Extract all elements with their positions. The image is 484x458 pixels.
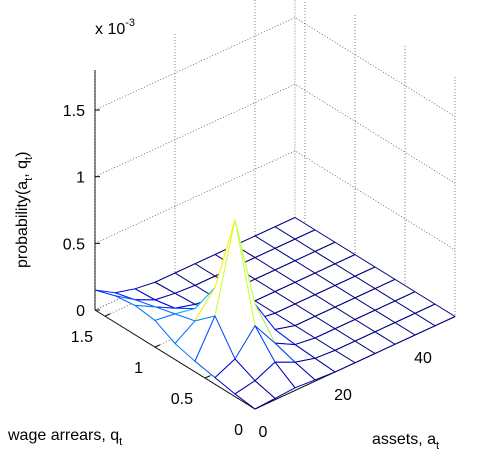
mesh-cell [234, 380, 276, 410]
y-tick [104, 313, 111, 317]
z-scale: x 10-3 [95, 17, 135, 38]
y-label-part: wage arrears, q [7, 427, 119, 444]
grid-line [94, 70, 256, 410]
x-tick-label: 0 [259, 424, 268, 441]
y-tick-label: 0.5 [171, 391, 193, 408]
x-label-sub: t [436, 440, 439, 452]
y-tick-label: 0 [234, 422, 243, 439]
x-label-part: assets, a [372, 431, 436, 448]
y-tick [204, 375, 211, 379]
x-tick-label: 20 [334, 387, 352, 404]
z-tick-label: 1 [76, 170, 85, 187]
y-axis-label: wage arrears, qt [7, 427, 122, 448]
z-scale-base: x 10 [95, 21, 125, 38]
grid-line [174, 33, 336, 373]
x-tick-label: 40 [414, 350, 432, 367]
grid-line [254, 0, 416, 336]
z-tick-label: 1.5 [63, 103, 85, 120]
z-label-sub: t [23, 178, 35, 181]
x-axis-label: assets, at [372, 431, 439, 452]
y-tick [154, 344, 161, 348]
grid-line [94, 150, 456, 251]
z-tick-label: 0 [76, 303, 85, 320]
z-tick-label: 0.5 [63, 236, 85, 253]
z-label-sub: t [23, 157, 35, 160]
y-label-sub: t [119, 436, 122, 448]
y-tick-label: 1.5 [71, 329, 93, 346]
grid-line [94, 83, 456, 184]
z-label-part: ) [14, 152, 31, 157]
y-tick-label: 1 [134, 360, 143, 377]
z-label-part: probability(a [14, 181, 31, 268]
z-scale-exponent: -3 [125, 17, 135, 29]
z-axis-label: probability(at, qt) [14, 152, 35, 268]
z-label-part: , q [14, 160, 31, 178]
grid-line [94, 17, 456, 117]
